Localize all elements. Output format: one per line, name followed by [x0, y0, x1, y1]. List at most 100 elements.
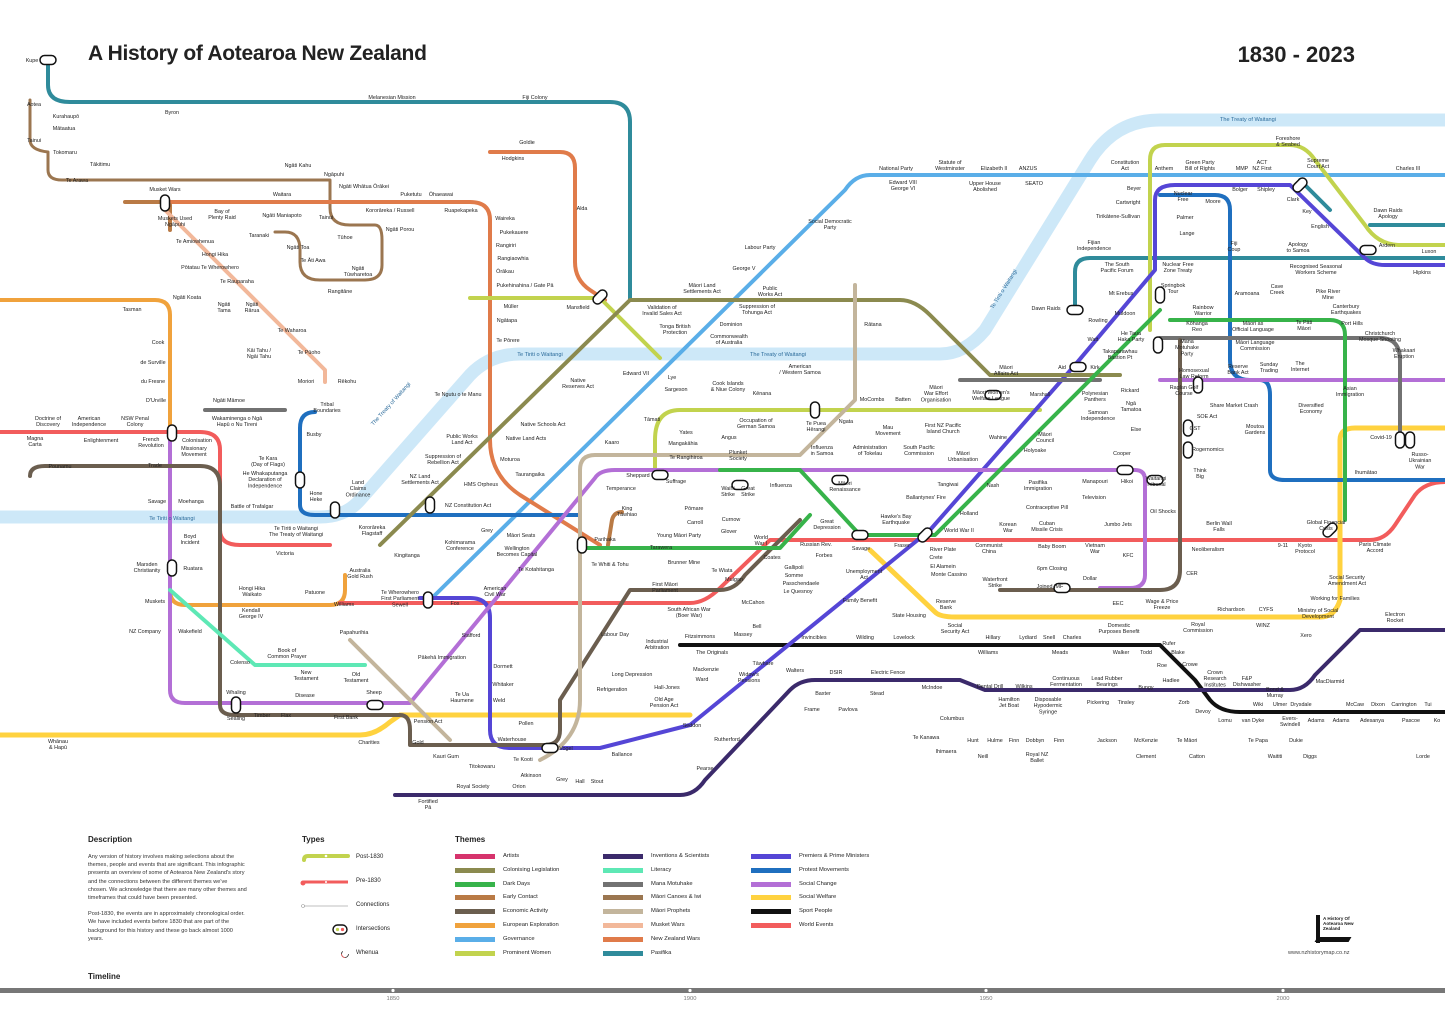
intersection-marker — [422, 591, 434, 609]
station-label: Te Pūoho — [298, 350, 321, 356]
station-label: F&P Dishwasher — [1233, 676, 1261, 688]
theme-swatch — [455, 909, 495, 915]
intersection-marker — [809, 401, 821, 419]
station-label: Pōtatau Te Wherowhero — [181, 265, 239, 271]
station-label: Tokomaru — [53, 150, 77, 156]
station-label: Takaparawhau Bastion Pt — [1102, 349, 1137, 361]
station-label: Russo-Ukrainian War — [1409, 452, 1432, 470]
station-label: Colonisation — [182, 438, 212, 444]
station-label: Meads — [1052, 650, 1068, 656]
station-label: Ruapekapeka — [444, 208, 477, 214]
station-label: Tainui — [319, 215, 333, 221]
station-label: 6pm Closing — [1037, 566, 1067, 572]
station-label: Tarawera — [650, 545, 672, 551]
station-label: D'Urville — [146, 398, 166, 404]
station-label: Commonwealth of Australia — [710, 334, 747, 346]
station-label: Tasman — [123, 307, 142, 313]
station-label: Dobbyn — [1026, 738, 1045, 744]
timeline-tick: 1950 — [979, 996, 993, 1002]
station-label: Todd — [1140, 650, 1152, 656]
station-label: Pike River Mine — [1316, 289, 1341, 301]
line-mana-motuhake — [203, 336, 1402, 442]
station-label: Hikoi — [1121, 479, 1133, 485]
station-label: Ōrākau — [496, 268, 514, 275]
station-label: Influenza — [770, 483, 792, 489]
station-label: Richardson — [1217, 607, 1244, 613]
station-label: Adams — [1333, 718, 1350, 724]
station-label: Key — [1302, 209, 1312, 215]
intersection-marker — [1182, 419, 1194, 437]
station-label: Neoliberalism — [1192, 547, 1225, 553]
station-label: Apology to Samoa — [1286, 242, 1309, 254]
station-label: Adams — [1308, 718, 1325, 724]
theme-swatch — [455, 867, 495, 873]
station-label: Te Kotahitanga — [518, 567, 554, 573]
station-label: Hone Heke — [310, 491, 323, 503]
station-label: Disposable Hypodermic Syringe — [1034, 697, 1063, 715]
station-label: Nuclear Free Zone Treaty — [1162, 262, 1193, 274]
station-label: Rogernomics — [1192, 447, 1224, 453]
station-label: SOE Act — [1197, 414, 1218, 420]
station-label: Waihi Strike — [721, 486, 735, 498]
intersection-marker — [576, 536, 588, 554]
type-label: Pre-1830 — [356, 878, 381, 884]
station-label: Stead — [870, 691, 884, 697]
station-label: Māori as Official Language — [1232, 321, 1274, 333]
station-label: Busby — [307, 432, 322, 438]
station-label: Parihaka — [594, 537, 615, 543]
station-label: Wage & Price Freeze — [1146, 599, 1179, 611]
intersection-marker — [166, 559, 178, 577]
station-label: Drysdale — [1290, 702, 1311, 708]
station-label: Roe — [1157, 663, 1167, 669]
station-label: Lange — [1180, 231, 1195, 237]
station-label: Recognised Seasonal Workers Scheme — [1290, 264, 1342, 276]
station-label: Palmer — [1176, 215, 1193, 221]
intersection-marker — [1152, 336, 1164, 354]
station-label: Dental Drill — [977, 684, 1003, 690]
station-label: Savage — [852, 546, 870, 552]
station-label: Carroll — [687, 520, 703, 526]
station-label: Wilding — [856, 635, 874, 641]
intersection-marker — [1154, 286, 1166, 304]
intersection-marker — [541, 742, 559, 754]
station-label: Ihumātao — [1355, 470, 1377, 476]
station-label: Lovelock — [893, 635, 915, 641]
station-label: Rainbow Warrior — [1193, 305, 1214, 317]
theme-label: Economic Activity — [503, 908, 549, 915]
station-label: Great Strike — [741, 486, 755, 498]
theme-label: Early Contact — [503, 894, 538, 901]
station-label: Marshall — [1030, 392, 1050, 398]
station-label: Covid-19 — [1370, 435, 1392, 441]
station-label: Reserve Bank — [936, 599, 956, 611]
tick-dot — [1281, 988, 1285, 993]
station-label: Validation of Invalid Sales Act — [642, 305, 682, 317]
description-paragraph: Any version of history involves making s… — [88, 854, 247, 902]
theme-swatch — [455, 923, 495, 928]
theme-swatch — [603, 895, 643, 901]
station-label: Electric Fence — [871, 670, 905, 676]
station-label: Springbok Tour — [1161, 283, 1186, 295]
year-range: 1830 - 2023 — [1237, 42, 1355, 67]
station-label: The Internet — [1291, 361, 1310, 373]
station-label: Boyd Incident — [181, 534, 200, 546]
station-label: Fox — [451, 601, 460, 607]
station-label: Supreme Court Act — [1307, 158, 1330, 170]
station-label: Stafford — [462, 633, 481, 639]
station-label: Working for Families — [1310, 596, 1359, 602]
station-label: Kōhanga Reo — [1186, 321, 1208, 333]
station-label: Rātana — [864, 322, 881, 328]
theme-label: Social Welfare — [799, 894, 837, 901]
theme-label: European Exploration — [503, 922, 559, 928]
station-label: Constitution Act — [1111, 160, 1139, 172]
station-label: Old Testament — [344, 672, 369, 684]
station-label: Hall — [575, 779, 584, 785]
station-label: Müller — [504, 304, 519, 310]
station-label: Korean War — [999, 522, 1016, 534]
station-label: Jackson — [1097, 738, 1117, 744]
station-label: Pukekauere — [500, 230, 529, 236]
station-label: Te Rangihiroa — [669, 455, 702, 461]
station-label: Reserve Bank Act — [1227, 364, 1249, 376]
station-label: Manapouri — [1082, 479, 1107, 485]
line-european-exploration — [0, 298, 347, 607]
station-label: KFC — [1123, 553, 1134, 559]
